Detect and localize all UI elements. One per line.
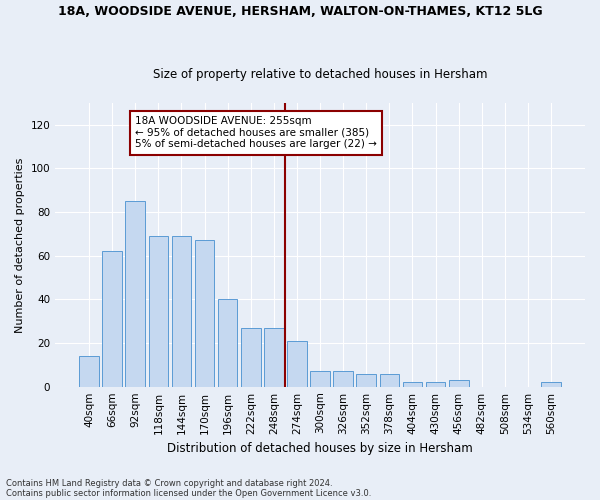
Bar bbox=[149, 236, 168, 386]
Bar bbox=[103, 252, 122, 386]
Bar bbox=[172, 236, 191, 386]
Bar bbox=[310, 372, 330, 386]
Text: 18A WOODSIDE AVENUE: 255sqm
← 95% of detached houses are smaller (385)
5% of sem: 18A WOODSIDE AVENUE: 255sqm ← 95% of det… bbox=[135, 116, 377, 150]
Bar bbox=[403, 382, 422, 386]
Bar bbox=[541, 382, 561, 386]
Text: Contains public sector information licensed under the Open Government Licence v3: Contains public sector information licen… bbox=[6, 488, 371, 498]
Bar bbox=[264, 328, 284, 386]
Y-axis label: Number of detached properties: Number of detached properties bbox=[15, 157, 25, 332]
Bar bbox=[287, 341, 307, 386]
Bar bbox=[356, 374, 376, 386]
Bar bbox=[241, 328, 260, 386]
Title: Size of property relative to detached houses in Hersham: Size of property relative to detached ho… bbox=[153, 68, 487, 81]
Bar bbox=[334, 372, 353, 386]
Bar bbox=[195, 240, 214, 386]
Bar bbox=[218, 300, 238, 386]
Text: 18A, WOODSIDE AVENUE, HERSHAM, WALTON-ON-THAMES, KT12 5LG: 18A, WOODSIDE AVENUE, HERSHAM, WALTON-ON… bbox=[58, 5, 542, 18]
Bar bbox=[380, 374, 399, 386]
Bar bbox=[449, 380, 469, 386]
X-axis label: Distribution of detached houses by size in Hersham: Distribution of detached houses by size … bbox=[167, 442, 473, 455]
Bar bbox=[79, 356, 99, 386]
Bar bbox=[426, 382, 445, 386]
Text: Contains HM Land Registry data © Crown copyright and database right 2024.: Contains HM Land Registry data © Crown c… bbox=[6, 478, 332, 488]
Bar bbox=[125, 201, 145, 386]
